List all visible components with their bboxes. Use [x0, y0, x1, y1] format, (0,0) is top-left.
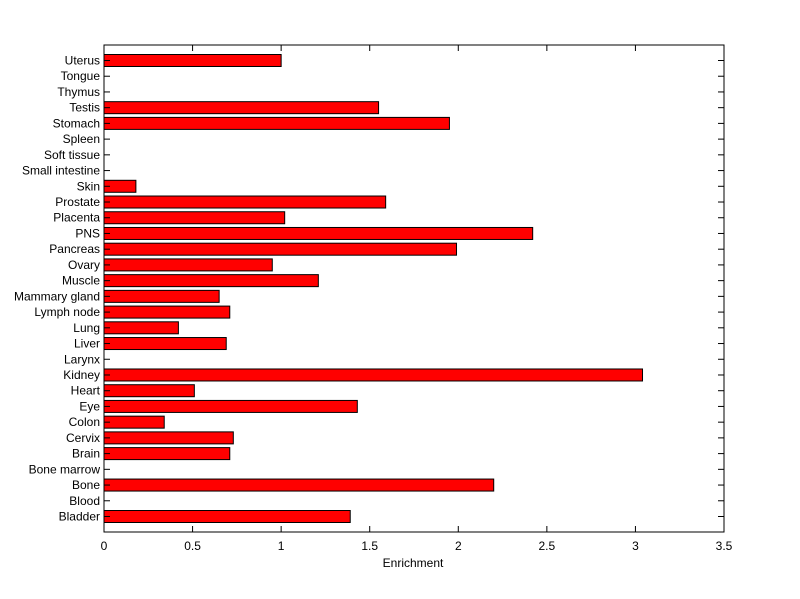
bar-ovary: [103, 258, 273, 272]
y-tick-label-uterus: Uterus: [65, 54, 100, 68]
bar-pns: [103, 226, 534, 240]
bar-bone: [103, 478, 495, 492]
x-tick-label: 3: [632, 539, 639, 553]
bar-heart: [103, 384, 195, 398]
bar-muscle: [103, 274, 319, 288]
y-tick-label-testis: Testis: [69, 101, 100, 115]
y-tick-label-lymph-node: Lymph node: [34, 305, 100, 319]
y-tick-label-brain: Brain: [72, 447, 100, 461]
y-tick-label-lung: Lung: [73, 321, 100, 335]
y-tick-label-ovary: Ovary: [68, 258, 100, 272]
y-tick-label-small-intestine: Small intestine: [22, 164, 100, 178]
bar-eye: [103, 399, 358, 413]
y-tick-label-skin: Skin: [77, 179, 100, 193]
bar-lung: [103, 321, 179, 335]
x-tick-label: 0.5: [184, 539, 201, 553]
y-tick-label-kidney: Kidney: [63, 368, 100, 382]
bar-brain: [103, 447, 231, 461]
x-tick-label: 2: [455, 539, 462, 553]
x-axis-title: Enrichment: [383, 556, 444, 570]
plot-frame: [103, 44, 725, 533]
y-tick-label-cervix: Cervix: [66, 431, 100, 445]
y-tick-label-liver: Liver: [74, 337, 100, 351]
y-tick-label-bone-marrow: Bone marrow: [29, 462, 101, 476]
bar-cervix: [103, 431, 234, 445]
bar-testis: [103, 101, 380, 115]
bar-pancreas: [103, 242, 458, 256]
y-tick-label-bladder: Bladder: [59, 510, 100, 524]
y-tick-label-blood: Blood: [69, 494, 100, 508]
bar-placenta: [103, 211, 286, 225]
bar-mammary-gland: [103, 289, 220, 303]
y-tick-label-muscle: Muscle: [62, 274, 100, 288]
bar-kidney: [103, 368, 644, 382]
y-tick-label-tongue: Tongue: [61, 69, 101, 83]
x-tick-label: 3.5: [716, 539, 733, 553]
bar-liver: [103, 337, 227, 351]
bar-prostate: [103, 195, 387, 209]
y-tick-label-prostate: Prostate: [55, 195, 100, 209]
y-tick-label-eye: Eye: [79, 399, 100, 413]
x-tick-label: 1.5: [361, 539, 378, 553]
y-tick-label-stomach: Stomach: [53, 116, 100, 130]
y-tick-label-spleen: Spleen: [63, 132, 100, 146]
y-tick-label-mammary-gland: Mammary gland: [14, 289, 100, 303]
x-tick-label: 2.5: [539, 539, 556, 553]
y-tick-label-thymus: Thymus: [57, 85, 100, 99]
bar-uterus: [103, 54, 282, 67]
y-tick-label-heart: Heart: [71, 384, 101, 398]
x-tick-label: 0: [101, 539, 108, 553]
bar-stomach: [103, 116, 450, 130]
y-tick-label-pns: PNS: [75, 226, 100, 240]
y-tick-label-pancreas: Pancreas: [49, 242, 100, 256]
y-tick-label-bone: Bone: [72, 478, 100, 492]
y-tick-label-larynx: Larynx: [64, 352, 100, 366]
bar-colon: [103, 415, 165, 429]
x-tick-labels: 0 0.5 1 1.5 2 2.5 3 3.5: [101, 539, 733, 553]
y-tick-label-colon: Colon: [69, 415, 100, 429]
bar-bladder: [103, 510, 351, 523]
y-tick-label-placenta: Placenta: [53, 211, 100, 225]
x-tick-label: 1: [278, 539, 285, 553]
bar-lymph-node: [103, 305, 231, 319]
y-tick-label-soft-tissue: Soft tissue: [44, 148, 100, 162]
